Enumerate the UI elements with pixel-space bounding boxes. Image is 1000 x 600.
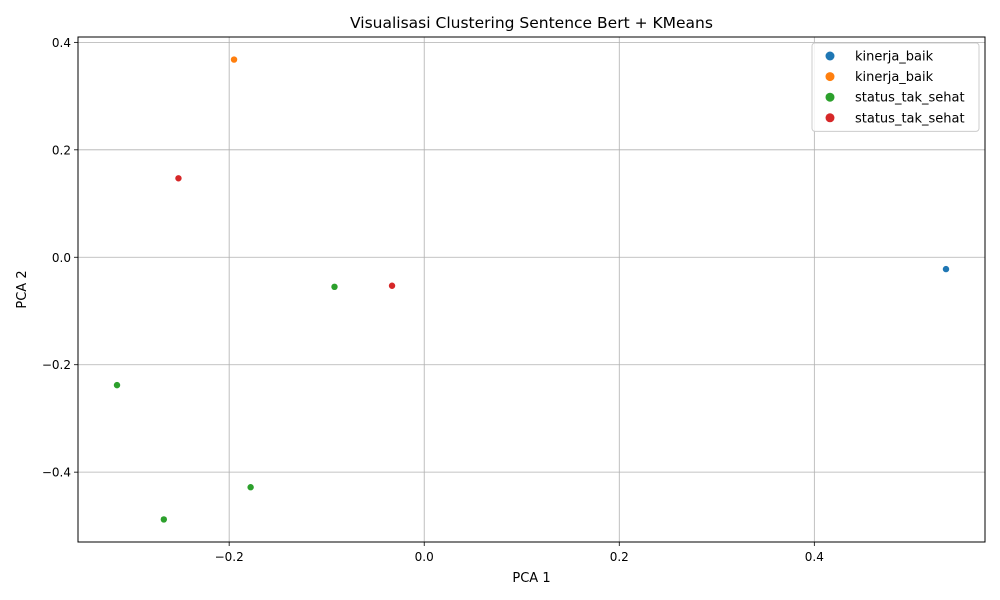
data-point-series-2 xyxy=(160,516,168,523)
y-tick-label: −0.4 xyxy=(42,466,71,480)
legend-label: kinerja_baik xyxy=(855,50,934,65)
legend-marker xyxy=(825,92,835,102)
grid-lines xyxy=(78,37,985,542)
x-tick-label: −0.2 xyxy=(215,550,244,564)
x-axis-label: PCA 1 xyxy=(512,571,550,586)
legend-box xyxy=(811,42,980,132)
data-point-series-2 xyxy=(113,381,121,389)
data-points xyxy=(113,56,950,523)
data-point-series-2 xyxy=(247,484,254,491)
legend-label: status_tak_sehat xyxy=(855,91,965,106)
y-axis-label: PCA 2 xyxy=(15,270,30,308)
legend: kinerja_baik kinerja_baik status_tak_sehat… xyxy=(811,42,980,132)
data-point-series-3 xyxy=(175,175,182,182)
y-tick-label: 0.2 xyxy=(52,143,71,157)
x-tick-label: 0.2 xyxy=(610,550,629,564)
x-tick-label: 0.4 xyxy=(805,550,824,564)
y-tick-label: −0.2 xyxy=(42,358,71,372)
axis-ticks: −0.2 0.0 0.2 0.4 0.4 0.2 0.0 −0.2 −0.4 xyxy=(42,36,824,564)
plot-frame xyxy=(77,36,986,543)
data-point-series-2 xyxy=(331,283,338,291)
legend-marker xyxy=(825,113,835,123)
legend-label: status_tak_sehat xyxy=(855,111,965,126)
y-tick-label: 0.0 xyxy=(52,251,71,265)
legend-label: kinerja_baik xyxy=(855,70,934,85)
x-tick-label: 0.0 xyxy=(415,550,434,564)
legend-marker xyxy=(825,72,835,82)
y-tick-label: 0.4 xyxy=(52,36,71,50)
data-point-series-3 xyxy=(388,282,396,289)
chart-title: Visualisasi Clustering Sentence Bert + K… xyxy=(350,14,713,32)
legend-marker xyxy=(825,51,835,61)
data-point-series-1 xyxy=(230,56,238,63)
data-point-series-0 xyxy=(942,265,950,273)
